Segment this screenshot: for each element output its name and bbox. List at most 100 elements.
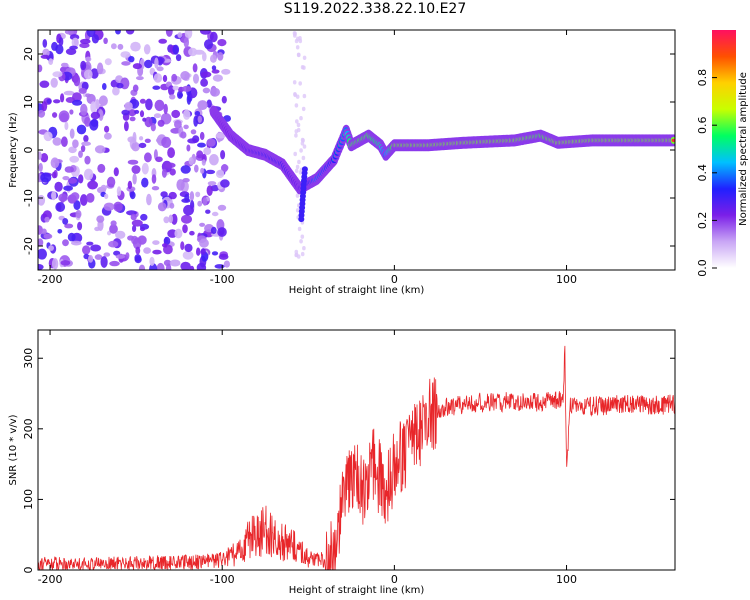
noise-blob	[38, 151, 42, 160]
noise-blob	[52, 71, 63, 78]
noise-blob	[131, 142, 140, 152]
noise-blob	[44, 216, 50, 223]
noise-blob	[64, 62, 69, 68]
noise-blob	[80, 60, 87, 71]
noise-blob	[221, 164, 229, 173]
noise-blob	[86, 193, 95, 203]
noise-blob	[180, 165, 191, 174]
noise-blob	[195, 191, 201, 198]
noise-blob	[115, 30, 121, 35]
noise-blob	[48, 58, 54, 65]
noise-blob	[183, 109, 191, 120]
noise-blob	[221, 95, 227, 104]
noise-blob	[301, 106, 306, 112]
noise-blob	[138, 264, 146, 270]
noise-blob	[152, 85, 161, 90]
noise-blob	[202, 52, 207, 62]
noise-blob	[295, 193, 300, 198]
noise-blob	[295, 164, 300, 170]
noise-blob	[117, 43, 124, 50]
noise-blob	[169, 168, 176, 176]
noise-blob	[211, 65, 217, 71]
noise-blob	[104, 125, 110, 133]
noise-blob	[175, 54, 182, 62]
noise-blob	[64, 121, 69, 131]
noise-blob	[38, 248, 47, 260]
noise-blob	[163, 236, 171, 245]
noise-blob	[161, 168, 167, 178]
noise-blob	[221, 68, 231, 75]
noise-blob	[215, 132, 227, 139]
noise-blob	[188, 157, 194, 166]
noise-blob	[223, 260, 230, 268]
noise-blob	[72, 99, 83, 106]
noise-blob	[204, 39, 213, 50]
snr-line	[38, 345, 675, 570]
noise-blob	[113, 167, 119, 177]
noise-blob	[90, 244, 102, 252]
noise-blob	[200, 78, 209, 87]
noise-blob	[69, 45, 78, 50]
noise-blob	[194, 164, 199, 173]
noise-blob	[153, 113, 162, 119]
noise-blob	[196, 247, 201, 256]
noise-blob	[62, 218, 69, 225]
noise-blob	[38, 109, 46, 118]
noise-blob	[292, 80, 297, 85]
noise-blob	[109, 260, 120, 267]
noise-blob	[109, 224, 118, 234]
noise-blob	[88, 255, 94, 263]
noise-blob	[131, 219, 143, 227]
noise-blob	[83, 253, 90, 260]
colorbar-tick-label: 0.2	[696, 212, 709, 230]
noise-blob	[71, 37, 80, 48]
noise-blob	[163, 259, 172, 267]
noise-blob	[132, 63, 142, 70]
noise-blob	[146, 193, 152, 206]
noise-blob	[197, 100, 208, 111]
x-tick-label: 0	[391, 573, 398, 586]
noise-blob	[149, 256, 155, 266]
noise-blob	[171, 73, 178, 82]
noise-blob	[142, 117, 147, 122]
noise-blob	[85, 93, 91, 98]
noise-blob	[183, 204, 194, 216]
noise-blob	[172, 44, 180, 55]
noise-blob	[193, 115, 199, 127]
noise-blob	[86, 241, 94, 246]
noise-blob	[115, 254, 126, 259]
noise-blob	[72, 92, 82, 102]
noise-blob	[177, 32, 183, 38]
noise-blob	[55, 44, 64, 55]
noise-blob	[165, 30, 173, 37]
noise-blob	[300, 137, 305, 143]
noise-blob	[51, 171, 57, 179]
colorbar-gradient	[712, 30, 736, 268]
noise-blob	[78, 150, 83, 158]
noise-blob	[139, 226, 146, 232]
noise-blob	[73, 74, 81, 87]
noise-blob	[40, 54, 50, 59]
noise-blob	[72, 139, 79, 148]
noise-blob	[104, 58, 112, 66]
noise-blob	[64, 223, 74, 229]
noise-blob	[156, 66, 164, 72]
noise-blob	[132, 237, 142, 250]
noise-blob	[100, 184, 107, 192]
ridge-core	[671, 138, 675, 142]
noise-blob	[295, 208, 300, 213]
noise-blob	[169, 202, 175, 209]
noise-blob	[69, 128, 75, 139]
noise-blob	[50, 77, 58, 88]
noise-blob	[75, 210, 82, 219]
noise-blob	[80, 145, 86, 153]
noise-blob	[217, 39, 227, 47]
noise-blob	[96, 215, 105, 223]
noise-blob	[60, 93, 65, 103]
noise-blob	[60, 260, 71, 266]
noise-blob	[52, 137, 62, 146]
noise-blob	[202, 87, 211, 94]
noise-blob	[83, 135, 89, 143]
noise-blob	[211, 211, 219, 217]
